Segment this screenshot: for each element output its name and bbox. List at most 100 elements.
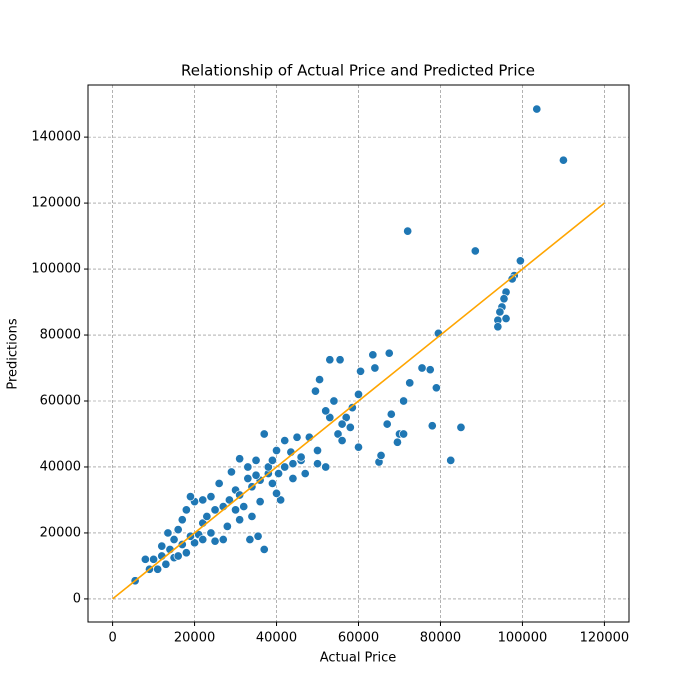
point xyxy=(276,495,286,505)
point xyxy=(337,436,347,446)
y-tick-label: 40000 xyxy=(40,459,81,474)
point xyxy=(157,541,167,551)
point xyxy=(280,436,290,446)
point xyxy=(353,442,364,452)
point xyxy=(210,536,220,546)
point xyxy=(532,104,542,114)
point xyxy=(321,462,331,472)
x-tick-label: 80000 xyxy=(420,631,461,646)
y-tick-label: 120000 xyxy=(31,196,81,211)
point xyxy=(198,534,208,545)
point xyxy=(288,459,298,469)
point xyxy=(245,534,255,545)
point xyxy=(499,294,509,304)
point xyxy=(392,437,402,447)
y-tick-label: 80000 xyxy=(40,328,81,343)
y-tick-label: 100000 xyxy=(31,262,81,277)
point xyxy=(235,490,245,500)
point xyxy=(399,396,409,406)
point xyxy=(198,495,208,505)
point xyxy=(206,492,216,502)
x-tick-label: 0 xyxy=(108,631,116,646)
point xyxy=(271,445,282,456)
point xyxy=(403,226,413,236)
point xyxy=(288,473,298,484)
y-tick-label: 0 xyxy=(73,591,81,606)
point xyxy=(558,155,568,165)
point xyxy=(329,396,339,406)
reference-line xyxy=(112,202,605,600)
point xyxy=(495,307,505,317)
point xyxy=(501,313,511,324)
point xyxy=(222,521,232,531)
plot-frame xyxy=(87,84,630,623)
point xyxy=(325,355,335,365)
point xyxy=(243,462,253,472)
point xyxy=(206,528,216,538)
point xyxy=(181,548,191,558)
point xyxy=(325,412,335,423)
point xyxy=(456,422,466,432)
point xyxy=(368,350,378,360)
point xyxy=(169,534,179,545)
point xyxy=(235,515,245,525)
point xyxy=(163,528,173,538)
point xyxy=(149,554,159,564)
point xyxy=(177,515,187,525)
point xyxy=(251,455,261,465)
point xyxy=(470,246,480,256)
point xyxy=(446,455,456,465)
point xyxy=(292,432,302,442)
point xyxy=(399,429,409,439)
x-axis-label: Actual Price xyxy=(320,651,397,666)
point xyxy=(247,511,257,521)
point xyxy=(493,322,503,332)
point xyxy=(431,383,441,393)
point xyxy=(507,274,517,284)
point xyxy=(255,497,265,507)
point xyxy=(235,454,245,464)
point xyxy=(239,502,249,512)
point xyxy=(177,539,187,550)
point xyxy=(335,355,345,365)
point xyxy=(153,564,163,574)
point xyxy=(243,473,253,484)
point xyxy=(173,525,183,535)
point xyxy=(382,419,392,429)
point xyxy=(214,478,224,489)
point xyxy=(161,559,171,569)
point xyxy=(347,403,357,413)
x-tick-label: 120000 xyxy=(580,631,630,646)
point xyxy=(263,462,273,472)
point xyxy=(181,505,191,515)
point xyxy=(353,389,364,399)
point xyxy=(190,538,200,548)
point xyxy=(226,467,236,477)
x-tick-label: 40000 xyxy=(256,631,297,646)
point xyxy=(267,455,277,465)
point xyxy=(274,469,284,479)
point xyxy=(253,531,263,541)
y-tick-label: 140000 xyxy=(31,130,81,145)
chart-title: Relationship of Actual Price and Predict… xyxy=(181,62,535,80)
point xyxy=(312,459,323,469)
point xyxy=(333,429,343,439)
point xyxy=(271,488,282,498)
point xyxy=(355,366,366,376)
point xyxy=(337,419,347,429)
point xyxy=(280,462,290,472)
point xyxy=(310,386,321,396)
point xyxy=(259,429,269,439)
point xyxy=(425,365,435,375)
point xyxy=(173,551,183,561)
point xyxy=(341,412,351,423)
y-tick-label: 20000 xyxy=(40,525,81,540)
point xyxy=(259,544,269,554)
point xyxy=(300,469,310,479)
point xyxy=(376,450,386,460)
point xyxy=(386,409,396,419)
x-tick-label: 20000 xyxy=(174,631,215,646)
point xyxy=(202,511,212,521)
point xyxy=(427,421,437,431)
